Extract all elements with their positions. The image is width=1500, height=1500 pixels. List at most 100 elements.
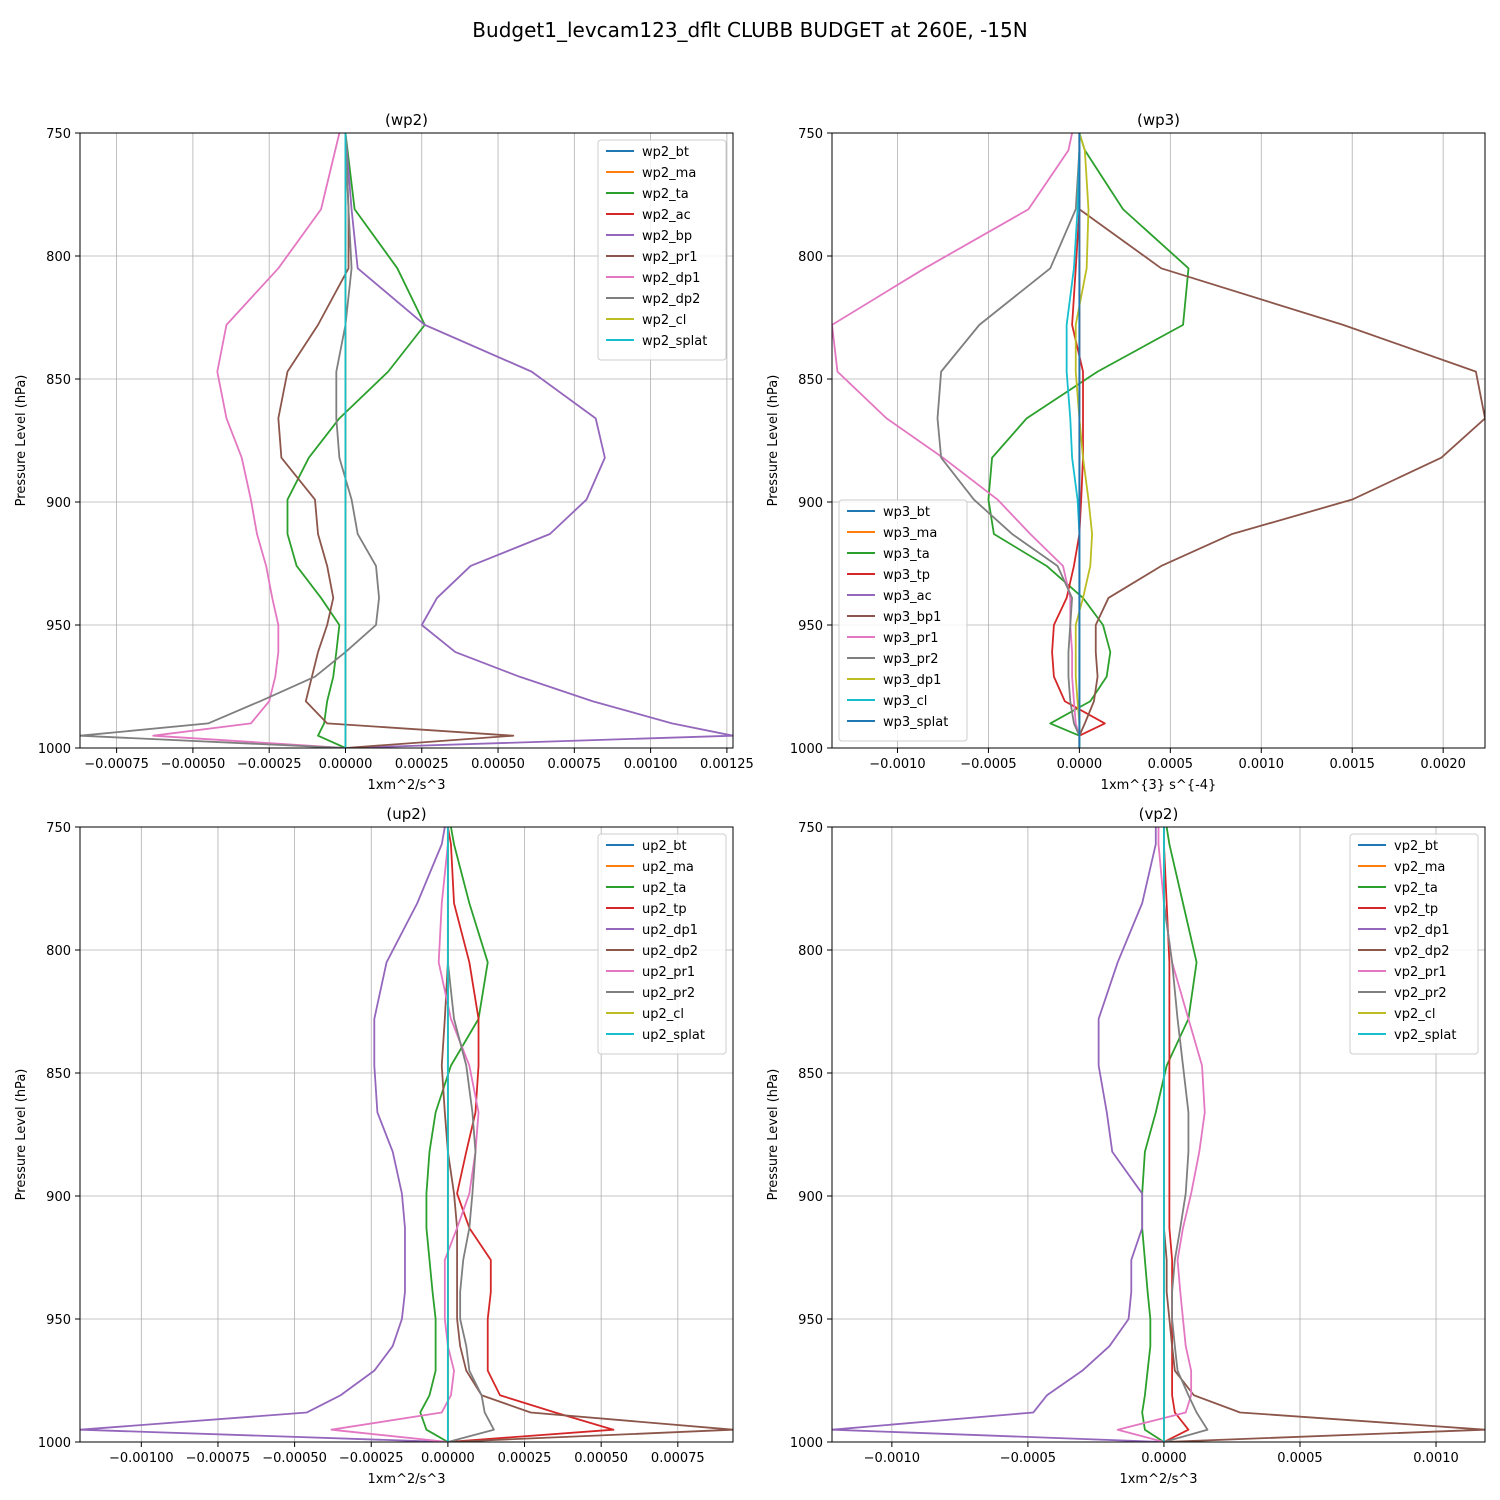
legend-label-vp2_bt: vp2_bt [1394, 839, 1438, 854]
x-tick-label: 0.0020 [1420, 757, 1466, 772]
legend-label-up2_ma: up2_ma [642, 860, 694, 875]
y-tick-label: 950 [798, 619, 823, 634]
legend-box [838, 499, 968, 742]
grid-wp2 [80, 132, 733, 749]
x-tick-label: −0.00025 [237, 757, 302, 772]
x-tick-label: −0.00025 [339, 1451, 404, 1466]
legend-label-wp2_bt: wp2_bt [642, 145, 689, 160]
legend-label-vp2_ma: vp2_ma [1394, 860, 1445, 875]
x-axis-label: 1xm^2/s^3 [1119, 1472, 1197, 1487]
subplot-vp2: −0.0010 −0.0005 0.0000 0.0005 0.0010 750 800 85… [766, 805, 1486, 1487]
series-line-vp2_tp [1163, 827, 1190, 1442]
y-tick-label: 850 [798, 373, 823, 388]
legend-label-wp3_pr1: wp3_pr1 [883, 631, 939, 646]
series-lines-up2 [80, 827, 733, 1442]
legend-label-vp2_tp: vp2_tp [1394, 902, 1438, 917]
legend-box [1349, 833, 1479, 1055]
legend-label-up2_ta: up2_ta [642, 881, 686, 896]
x-tick-label: 0.0005 [1277, 1451, 1323, 1466]
legend-label-wp3_cl: wp3_cl [883, 694, 927, 709]
series-line-wp2_pr1 [277, 133, 515, 748]
legend-label-up2_pr1: up2_pr1 [642, 965, 695, 980]
series-line-vp2_dp1 [832, 827, 1164, 1442]
y-tick-label: 950 [46, 1313, 71, 1328]
series-line-up2_ta [419, 827, 489, 1442]
legend-box [597, 833, 727, 1055]
legend-label-vp2_cl: vp2_cl [1394, 1007, 1435, 1022]
series-line-wp2_dp2 [80, 133, 380, 748]
legend-label-wp3_bp1: wp3_bp1 [883, 610, 941, 625]
x-tick-label: −0.00075 [84, 757, 149, 772]
legend-label-wp2_dp1: wp2_dp1 [642, 271, 700, 286]
legend-label-wp3_bt: wp3_bt [883, 505, 930, 520]
x-tick-label: −0.0010 [864, 1451, 920, 1466]
legend-label-up2_tp: up2_tp [642, 902, 687, 917]
y-tick-label: 900 [46, 1190, 71, 1205]
x-axis-label: 1xm^{3} s^{-4} [1101, 778, 1217, 793]
x-tick-label: 0.0015 [1329, 757, 1375, 772]
y-tick-label: 1000 [790, 1436, 823, 1451]
series-line-up2_dp1 [80, 827, 448, 1442]
y-tick-label: 850 [798, 1067, 823, 1082]
series-line-wp2_dp1 [152, 133, 346, 748]
subplot-title: (wp2) [385, 111, 428, 129]
legend-label-vp2_ta: vp2_ta [1394, 881, 1438, 896]
legend-label-vp2_dp2: vp2_dp2 [1394, 944, 1450, 959]
legend-label-wp3_ac: wp3_ac [883, 589, 932, 604]
legend-label-vp2_pr2: vp2_pr2 [1394, 986, 1447, 1001]
x-tick-label: 0.00025 [498, 1451, 552, 1466]
x-tick-label: 0.0000 [1141, 1451, 1187, 1466]
series-line-wp2_bp [344, 133, 733, 748]
series-line-wp2_ta [286, 133, 426, 748]
legend-label-wp2_splat: wp2_splat [642, 334, 707, 349]
series-lines-wp2 [80, 133, 733, 748]
x-tick-label: 0.00025 [395, 757, 449, 772]
y-tick-label: 1000 [38, 742, 71, 757]
series-line-up2_pr1 [330, 827, 480, 1442]
legend-label-wp2_ta: wp2_ta [642, 187, 689, 202]
y-tick-label: 750 [46, 821, 71, 836]
legend-label-wp3_tp: wp3_tp [883, 568, 930, 583]
subplot-title: (wp3) [1137, 111, 1180, 129]
axes-frame-vp2 [831, 826, 1486, 1443]
subplot-wp2: −0.00075 −0.00050 −0.00025 0.00000 0.00025 0.… [14, 111, 754, 793]
x-tick-label: 0.0005 [1148, 757, 1194, 772]
x-tick-label: −0.00050 [161, 757, 226, 772]
series-line-wp3_bp1 [1078, 133, 1485, 748]
y-tick-label: 800 [46, 250, 71, 265]
y-tick-label: 800 [46, 944, 71, 959]
x-tick-label: 0.00100 [624, 757, 678, 772]
x-tick-label: −0.0005 [960, 757, 1016, 772]
series-lines-wp3 [832, 133, 1485, 748]
y-tick-label: 800 [798, 250, 823, 265]
legend-box [597, 139, 727, 361]
y-tick-label: 850 [46, 1067, 71, 1082]
series-line-wp3_ta [987, 133, 1190, 748]
axes-frame-wp3 [831, 132, 1486, 749]
subplot-title: (vp2) [1139, 805, 1179, 823]
series-line-wp3_dp1 [1074, 133, 1094, 748]
legend-label-wp2_bp: wp2_bp [642, 229, 692, 244]
y-tick-label: 800 [798, 944, 823, 959]
legend-label-wp2_ma: wp2_ma [642, 166, 696, 181]
x-tick-label: 0.0010 [1239, 757, 1285, 772]
legend-label-vp2_pr1: vp2_pr1 [1394, 965, 1447, 980]
x-tick-label: −0.00100 [109, 1451, 174, 1466]
x-tick-label: 0.00050 [574, 1451, 628, 1466]
x-tick-label: 0.00000 [421, 1451, 475, 1466]
series-line-wp3_pr2 [936, 133, 1081, 748]
axes-frame-up2 [79, 826, 734, 1443]
y-tick-label: 900 [798, 496, 823, 511]
legend-label-wp3_ma: wp3_ma [883, 526, 937, 541]
x-tick-label: −0.00075 [186, 1451, 251, 1466]
legend-wp2: wp2_bt wp2_ma wp2_ta wp2_ac wp2_bp wp2_pr1 wp2… [597, 139, 727, 361]
legend-label-wp2_ac: wp2_ac [642, 208, 691, 223]
legend-label-up2_bt: up2_bt [642, 839, 687, 854]
y-axis-label: Pressure Level (hPa) [766, 1069, 781, 1201]
y-axis-label: Pressure Level (hPa) [14, 1069, 29, 1201]
legend-label-up2_dp2: up2_dp2 [642, 944, 698, 959]
x-tick-label: 0.0010 [1413, 1451, 1459, 1466]
legend-label-wp3_splat: wp3_splat [883, 715, 948, 730]
